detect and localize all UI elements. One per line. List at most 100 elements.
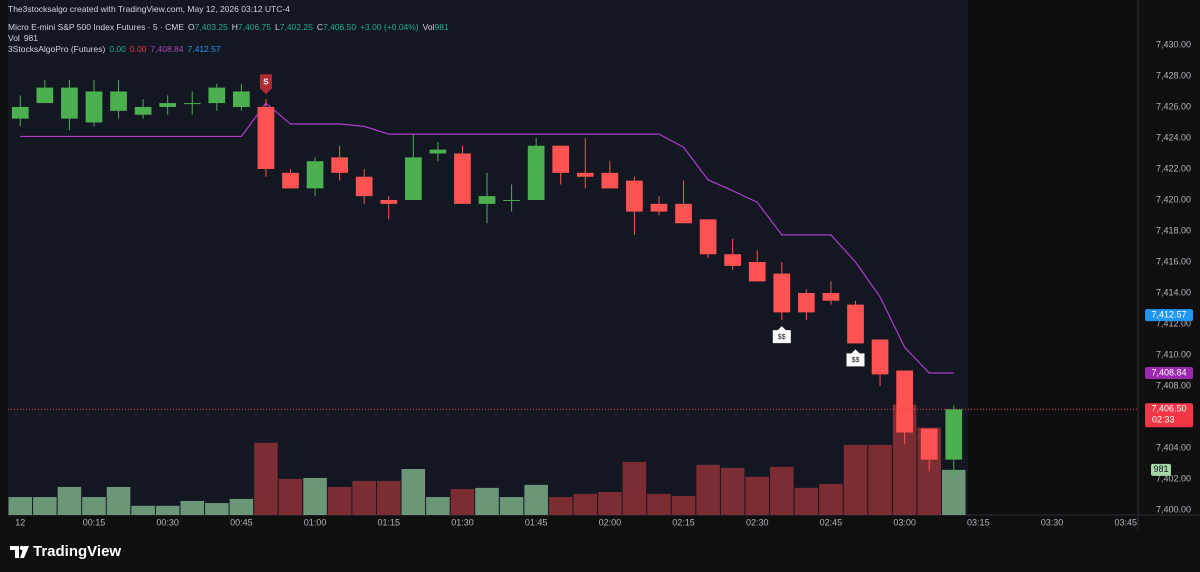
volume-bar <box>229 498 254 515</box>
candle-body <box>650 203 668 212</box>
ohlc-value: 7,406.75 <box>237 22 271 32</box>
x-tick-label: 03:15 <box>967 517 990 527</box>
y-tick-label: 7,420.00 <box>1156 194 1191 204</box>
price-label-time: 02:33 <box>1152 415 1175 425</box>
candle-body <box>847 304 864 344</box>
candle-body <box>871 339 889 375</box>
x-tick-label: 01:45 <box>525 517 548 527</box>
ohlc-label: O <box>188 22 195 32</box>
signal: $$ <box>846 349 865 367</box>
y-tick-label: 7,408.00 <box>1156 380 1191 390</box>
volume-bar <box>131 505 155 515</box>
candle-body <box>355 176 373 197</box>
ohlc-value: 7,406.50 <box>322 22 357 32</box>
volume-label: 981 <box>1153 464 1168 474</box>
x-tick-label: 02:30 <box>746 517 769 527</box>
volume-bar <box>499 497 524 515</box>
ohlc-label: L <box>275 22 280 32</box>
y-tick-label: 7,426.00 <box>1156 101 1191 111</box>
ohlc-label: C <box>316 22 323 32</box>
indicator-value: 7,412.57 <box>187 44 221 54</box>
volume-legend-label: Vol <box>8 33 20 43</box>
volume-bar <box>106 486 131 515</box>
logo-icon <box>10 546 19 558</box>
volume-bar <box>254 442 278 515</box>
future-area <box>968 0 1138 515</box>
candle-body <box>282 172 299 189</box>
volume-bar <box>352 480 376 515</box>
signal-flag <box>259 74 272 95</box>
candle-body <box>257 106 275 169</box>
candle-body <box>36 87 54 104</box>
y-tick-label: 7,430.00 <box>1156 39 1191 49</box>
volume-bar <box>278 478 303 515</box>
candle-body <box>159 103 177 107</box>
candle-body <box>822 293 840 301</box>
candle-body <box>404 157 422 200</box>
volume-bar <box>8 497 33 515</box>
candle-body <box>552 145 570 173</box>
volume-label-box <box>1151 463 1171 476</box>
signal-label: $$ <box>778 334 786 341</box>
x-tick-label: 01:15 <box>377 517 400 527</box>
y-tick-label: 7,428.00 <box>1156 70 1191 80</box>
y-tick-label: 7,404.00 <box>1156 442 1191 452</box>
attribution-text: The3stocksalgo created with TradingView.… <box>8 4 290 14</box>
candle-body <box>896 370 913 433</box>
x-tick-label: 00:45 <box>230 517 253 527</box>
volume-bar <box>327 486 352 515</box>
x-tick-label: 02:45 <box>820 517 843 527</box>
candle-body <box>331 157 348 173</box>
price-label: 7,412.57 <box>1151 310 1186 320</box>
candle-body <box>306 161 324 189</box>
brand-logo: TradingView <box>10 543 121 560</box>
candle-body <box>183 103 201 105</box>
y-tick-label: 7,422.00 <box>1156 163 1191 173</box>
x-tick-label: 03:45 <box>1114 517 1137 527</box>
candle-body <box>11 106 29 119</box>
indicator-line <box>20 102 954 374</box>
signal-box <box>772 326 791 344</box>
ohlc-item: H7,406.75 <box>232 22 271 32</box>
volume-bar <box>647 493 671 515</box>
volume-legend: Vol 981 <box>8 33 38 43</box>
x-tick-label: 03:00 <box>893 517 916 527</box>
candle-body <box>576 172 594 177</box>
x-tick-label: 02:15 <box>672 517 695 527</box>
candle-body <box>454 153 471 204</box>
candle-body <box>233 91 250 107</box>
volume-label: Vol <box>422 22 435 32</box>
candle-body <box>798 293 815 313</box>
price-label-box <box>1145 366 1193 379</box>
indicator-legend: 3StocksAlgoPro (Futures) 0.00 0.00 7,408.8… <box>8 44 221 54</box>
y-tick-label: 7,416.00 <box>1156 256 1191 266</box>
x-tick-label: 02:00 <box>599 517 622 527</box>
volume-bar <box>475 487 499 515</box>
y-tick-label: 7,400.00 <box>1156 504 1191 514</box>
volume-value: 981 <box>434 22 449 32</box>
volume-bar <box>524 484 548 515</box>
volume-bar <box>401 469 426 515</box>
candle-body <box>61 87 78 119</box>
candle-body <box>945 409 963 460</box>
volume-bar <box>720 467 745 515</box>
price-label: 7,408.84 <box>1151 367 1186 377</box>
price-label: 7,406.50 <box>1151 404 1186 414</box>
price-label-box <box>1145 309 1193 322</box>
signal: S <box>259 74 272 95</box>
indicator-value: 7,408.84 <box>150 44 184 54</box>
signal-label: $$ <box>852 357 860 364</box>
volume-bar <box>745 476 770 515</box>
candle-body <box>208 87 226 104</box>
attribution: The3stocksalgo created with TradingView.… <box>8 4 290 14</box>
volume-bar <box>548 497 573 515</box>
y-tick-label: 7,424.00 <box>1156 132 1191 142</box>
x-tick-label: 00:30 <box>156 517 179 527</box>
price-label-box <box>1145 403 1193 428</box>
x-tick-label: 03:30 <box>1041 517 1064 527</box>
brand: TradingView <box>33 543 121 560</box>
y-tick-label: 7,402.00 <box>1156 473 1191 483</box>
volume-bar <box>573 493 598 515</box>
